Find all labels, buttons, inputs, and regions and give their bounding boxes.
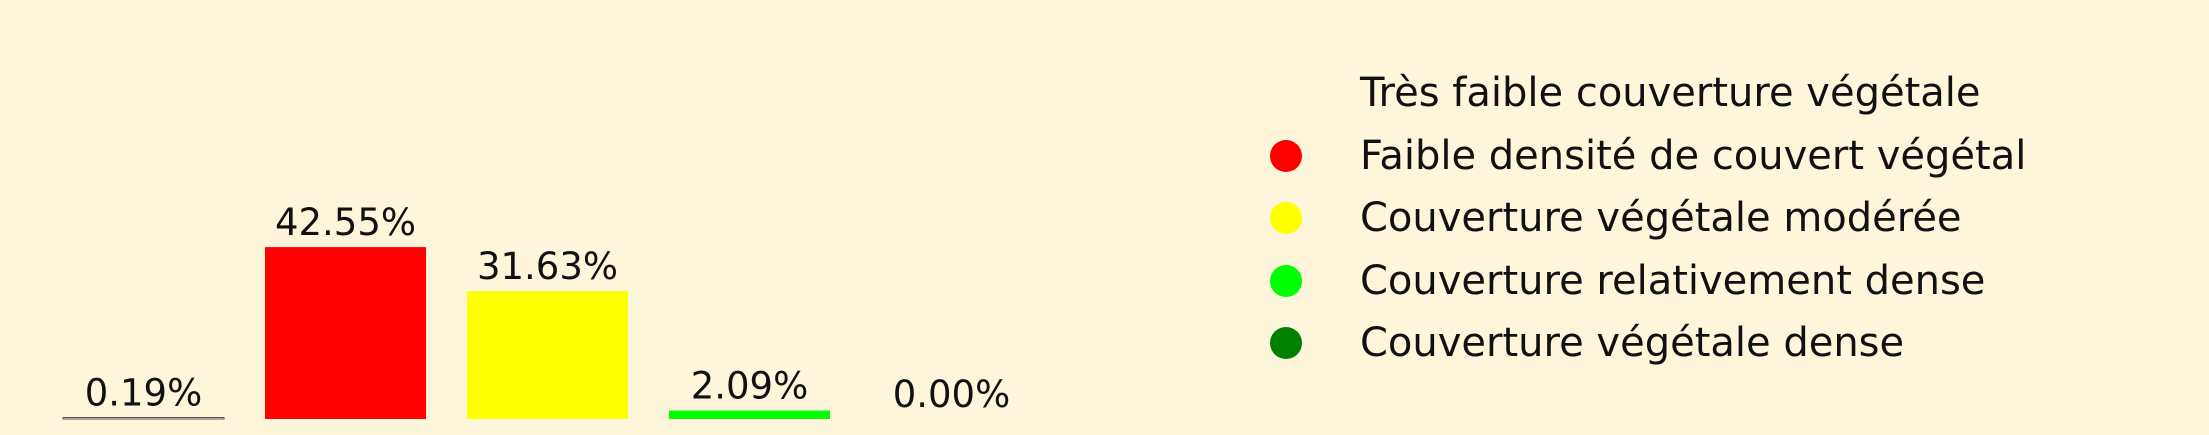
legend-item-2: Faible densité de couvert végétal [1270,125,2026,188]
legend-swatch-4 [1270,264,1302,297]
legend-swatch-5 [1270,327,1302,360]
legend-label-1: Très faible couverture végétale [1360,70,1981,117]
value-label-2: 42.55% [275,201,416,244]
legend-swatch-1 [1270,77,1302,110]
value-label-1: 0.19% [85,372,203,415]
legend-item-4: Couverture relativement dense [1270,250,2026,313]
bar-2 [265,247,426,419]
bar-1 [62,417,225,420]
value-label-3: 31.63% [477,245,618,288]
value-label-5: 0.00% [893,373,1011,416]
legend: Très faible couverture végétale Faible de… [1270,62,2026,375]
bar-4 [669,410,830,419]
legend-label-3: Couverture végétale modérée [1360,195,1962,242]
legend-item-5: Couverture végétale dense [1270,312,2026,375]
legend-label-4: Couverture relativement dense [1360,257,1986,304]
value-label-4: 2.09% [691,365,809,408]
bars [62,247,830,420]
legend-item-1: Très faible couverture végétale [1270,62,2026,125]
value-labels: 0.19% 42.55% 31.63% 2.09% 0.00% [85,201,1011,416]
legend-item-3: Couverture végétale modérée [1270,187,2026,250]
legend-swatch-3 [1270,202,1302,235]
bar-3 [467,291,628,419]
legend-label-2: Faible densité de couvert végétal [1360,132,2027,179]
legend-swatch-2 [1270,139,1302,172]
legend-label-5: Couverture végétale dense [1360,320,1905,367]
